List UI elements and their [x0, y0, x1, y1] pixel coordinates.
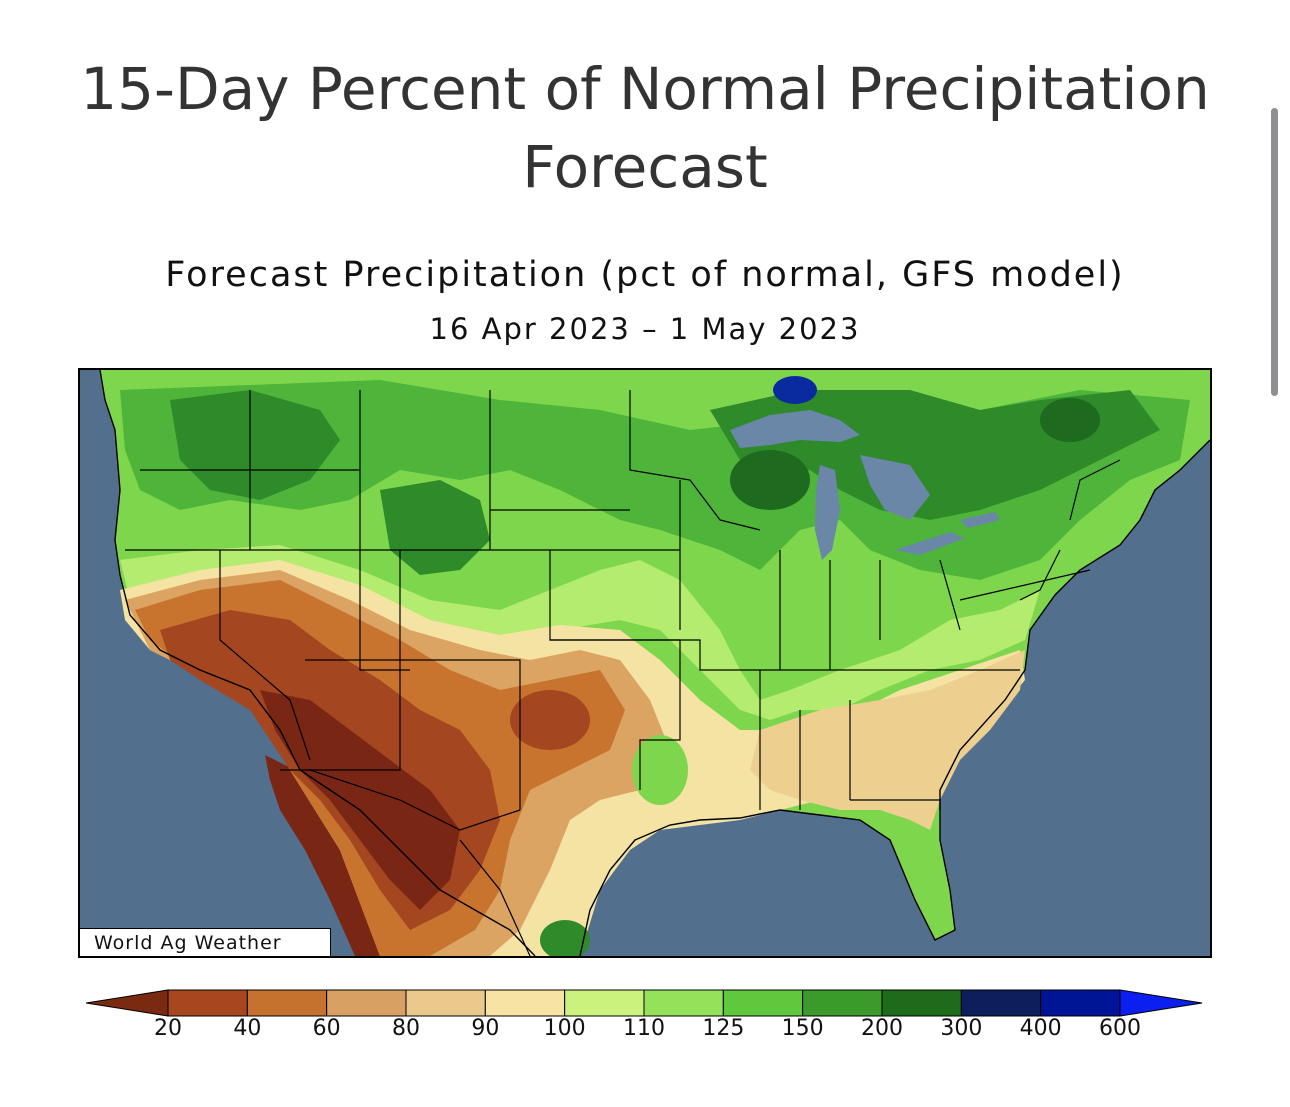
- legend-swatch: [405, 989, 486, 1017]
- page-title-line-2: Forecast: [522, 133, 768, 201]
- light-tan-southeast: [750, 650, 1025, 830]
- green-spot-mexico: [540, 920, 590, 956]
- legend-swatch: [564, 989, 645, 1017]
- dry-spot-texas: [510, 690, 590, 750]
- deep-blue-superior: [773, 376, 817, 404]
- legend-colorbar: 20 40 60 80 90 100 110 125 150 200 300 400 600: [86, 988, 1206, 1058]
- lake-huron: [860, 455, 930, 520]
- figure-date-range: 16 Apr 2023 – 1 May 2023: [429, 312, 861, 346]
- legend-arrow-low: [86, 989, 169, 1017]
- legend-swatch: [802, 989, 883, 1017]
- legend-swatch: [1040, 989, 1121, 1017]
- legend-tick-label: 600: [1099, 1016, 1141, 1041]
- legend-tick-label: 200: [861, 1016, 903, 1041]
- coastline: [99, 370, 1210, 956]
- legend-swatch: [881, 989, 962, 1017]
- legend-tick-label: 40: [233, 1016, 262, 1041]
- legend-tick-label: 80: [392, 1016, 420, 1041]
- legend-tick-label: 300: [940, 1016, 983, 1041]
- deep-green-ontario: [730, 450, 810, 510]
- legend-swatch: [326, 989, 407, 1017]
- credit-label: World Ag Weather: [80, 928, 331, 956]
- page-title: 15-Day Percent of Normal Precipitation F…: [0, 50, 1290, 206]
- lake-superior: [730, 410, 860, 448]
- legend-tick-label: 60: [312, 1016, 341, 1041]
- legend-tick-label: 110: [623, 1016, 665, 1041]
- deep-green-quebec: [1040, 398, 1100, 442]
- figure-title: Forecast Precipitation (pct of normal, G…: [165, 255, 1125, 295]
- legend-swatch: [246, 989, 328, 1017]
- baja-peninsula: [265, 755, 380, 956]
- precipitation-map: [78, 368, 1212, 958]
- legend-tick-label: 100: [543, 1016, 586, 1041]
- legend-swatch: [643, 989, 724, 1017]
- state-borders: [125, 390, 1121, 956]
- legend-tick-label: 150: [781, 1016, 824, 1041]
- page-title-line-1: 15-Day Percent of Normal Precipitation: [80, 55, 1210, 123]
- legend-swatch: [722, 989, 804, 1017]
- legend-tick-label: 20: [154, 1016, 182, 1041]
- scrollbar[interactable]: [1271, 108, 1278, 396]
- dark-green-west: [170, 390, 340, 500]
- legend-tick-label: 400: [1019, 1016, 1062, 1041]
- dark-green-plains: [380, 480, 490, 575]
- legend-swatch: [167, 989, 248, 1017]
- legend-swatch: [484, 989, 566, 1017]
- legend-tick-label: 90: [471, 1016, 500, 1041]
- dry-deep-zone: [260, 690, 460, 910]
- lake-ontario: [960, 512, 1000, 528]
- legend-swatch: [960, 989, 1042, 1017]
- legend-arrow-high: [1119, 989, 1203, 1017]
- legend-tick-label: 125: [702, 1016, 745, 1041]
- lake-michigan: [815, 465, 840, 560]
- green-spot-texas: [632, 735, 688, 805]
- florida-green: [922, 840, 950, 930]
- lake-erie: [895, 532, 965, 555]
